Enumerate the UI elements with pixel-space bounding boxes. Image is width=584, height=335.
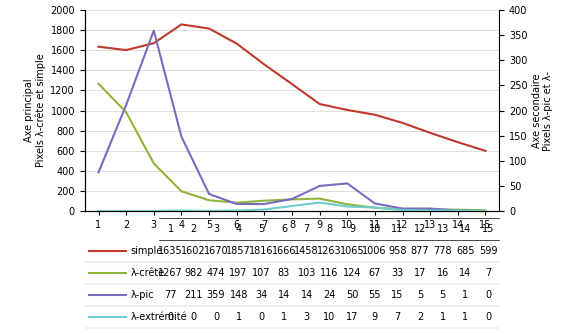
- Text: 12: 12: [414, 224, 426, 234]
- Text: 1: 1: [235, 312, 242, 322]
- Text: 4: 4: [235, 224, 242, 234]
- Text: 34: 34: [255, 290, 267, 300]
- Text: 1267: 1267: [158, 268, 183, 278]
- Text: 103: 103: [297, 268, 316, 278]
- Text: 50: 50: [346, 290, 358, 300]
- Text: 17: 17: [414, 268, 426, 278]
- Text: 16: 16: [436, 268, 449, 278]
- Text: 1: 1: [168, 224, 173, 234]
- Text: 1816: 1816: [249, 246, 273, 256]
- Y-axis label: Axe principal
Pixels λ-crête et simple: Axe principal Pixels λ-crête et simple: [24, 54, 46, 168]
- Text: 2: 2: [190, 224, 196, 234]
- Text: λ-crête: λ-crête: [130, 268, 165, 278]
- Text: 0: 0: [190, 312, 196, 322]
- Text: 14: 14: [301, 290, 313, 300]
- Text: 7: 7: [304, 224, 310, 234]
- Text: 958: 958: [388, 246, 406, 256]
- Text: 9: 9: [371, 312, 378, 322]
- Text: λ-pic: λ-pic: [130, 290, 154, 300]
- Text: 1: 1: [463, 290, 468, 300]
- Text: 359: 359: [207, 290, 225, 300]
- Text: 77: 77: [165, 290, 177, 300]
- Text: 1458: 1458: [294, 246, 319, 256]
- Text: 0: 0: [258, 312, 265, 322]
- Text: 7: 7: [485, 268, 491, 278]
- Text: 67: 67: [369, 268, 381, 278]
- Text: λ-extrémité: λ-extrémité: [130, 312, 187, 322]
- Text: 1: 1: [281, 312, 287, 322]
- Text: 0: 0: [213, 312, 219, 322]
- Text: 5: 5: [258, 224, 265, 234]
- Text: 14: 14: [459, 268, 471, 278]
- Text: 107: 107: [252, 268, 270, 278]
- Text: 33: 33: [391, 268, 404, 278]
- Text: 3: 3: [304, 312, 310, 322]
- Text: 599: 599: [479, 246, 497, 256]
- Text: 1670: 1670: [204, 246, 228, 256]
- Text: 1602: 1602: [181, 246, 206, 256]
- Text: 15: 15: [391, 290, 404, 300]
- Text: 1635: 1635: [158, 246, 183, 256]
- Text: 83: 83: [278, 268, 290, 278]
- Text: 1263: 1263: [317, 246, 342, 256]
- Text: 7: 7: [394, 312, 401, 322]
- Text: 1065: 1065: [340, 246, 364, 256]
- Text: 55: 55: [369, 290, 381, 300]
- Text: 1006: 1006: [363, 246, 387, 256]
- Text: 5: 5: [417, 290, 423, 300]
- Text: 116: 116: [320, 268, 339, 278]
- Text: 2: 2: [417, 312, 423, 322]
- Text: 1666: 1666: [272, 246, 296, 256]
- Text: 124: 124: [343, 268, 361, 278]
- Text: 15: 15: [482, 224, 494, 234]
- Text: 148: 148: [230, 290, 248, 300]
- Text: 0: 0: [168, 312, 173, 322]
- Text: 1: 1: [463, 312, 468, 322]
- Text: 8: 8: [326, 224, 332, 234]
- Text: 9: 9: [349, 224, 355, 234]
- Text: 24: 24: [323, 290, 335, 300]
- Text: 14: 14: [459, 224, 471, 234]
- Y-axis label: Axe secondaire
Pixels λ-pic et λ-: Axe secondaire Pixels λ-pic et λ-: [532, 71, 554, 150]
- Text: 17: 17: [346, 312, 358, 322]
- Text: 0: 0: [485, 290, 491, 300]
- Text: 1857: 1857: [226, 246, 251, 256]
- Text: 11: 11: [391, 224, 404, 234]
- Text: 5: 5: [440, 290, 446, 300]
- Text: simple: simple: [130, 246, 163, 256]
- Text: 3: 3: [213, 224, 219, 234]
- Text: 982: 982: [184, 268, 203, 278]
- Text: 211: 211: [184, 290, 203, 300]
- Text: 685: 685: [456, 246, 475, 256]
- Text: 10: 10: [369, 224, 381, 234]
- Text: 778: 778: [433, 246, 452, 256]
- Text: 0: 0: [485, 312, 491, 322]
- Text: 197: 197: [230, 268, 248, 278]
- Text: 6: 6: [281, 224, 287, 234]
- Text: 474: 474: [207, 268, 225, 278]
- Text: 10: 10: [323, 312, 335, 322]
- Text: 877: 877: [411, 246, 429, 256]
- Text: 13: 13: [436, 224, 449, 234]
- Text: 1: 1: [440, 312, 446, 322]
- Text: 14: 14: [278, 290, 290, 300]
